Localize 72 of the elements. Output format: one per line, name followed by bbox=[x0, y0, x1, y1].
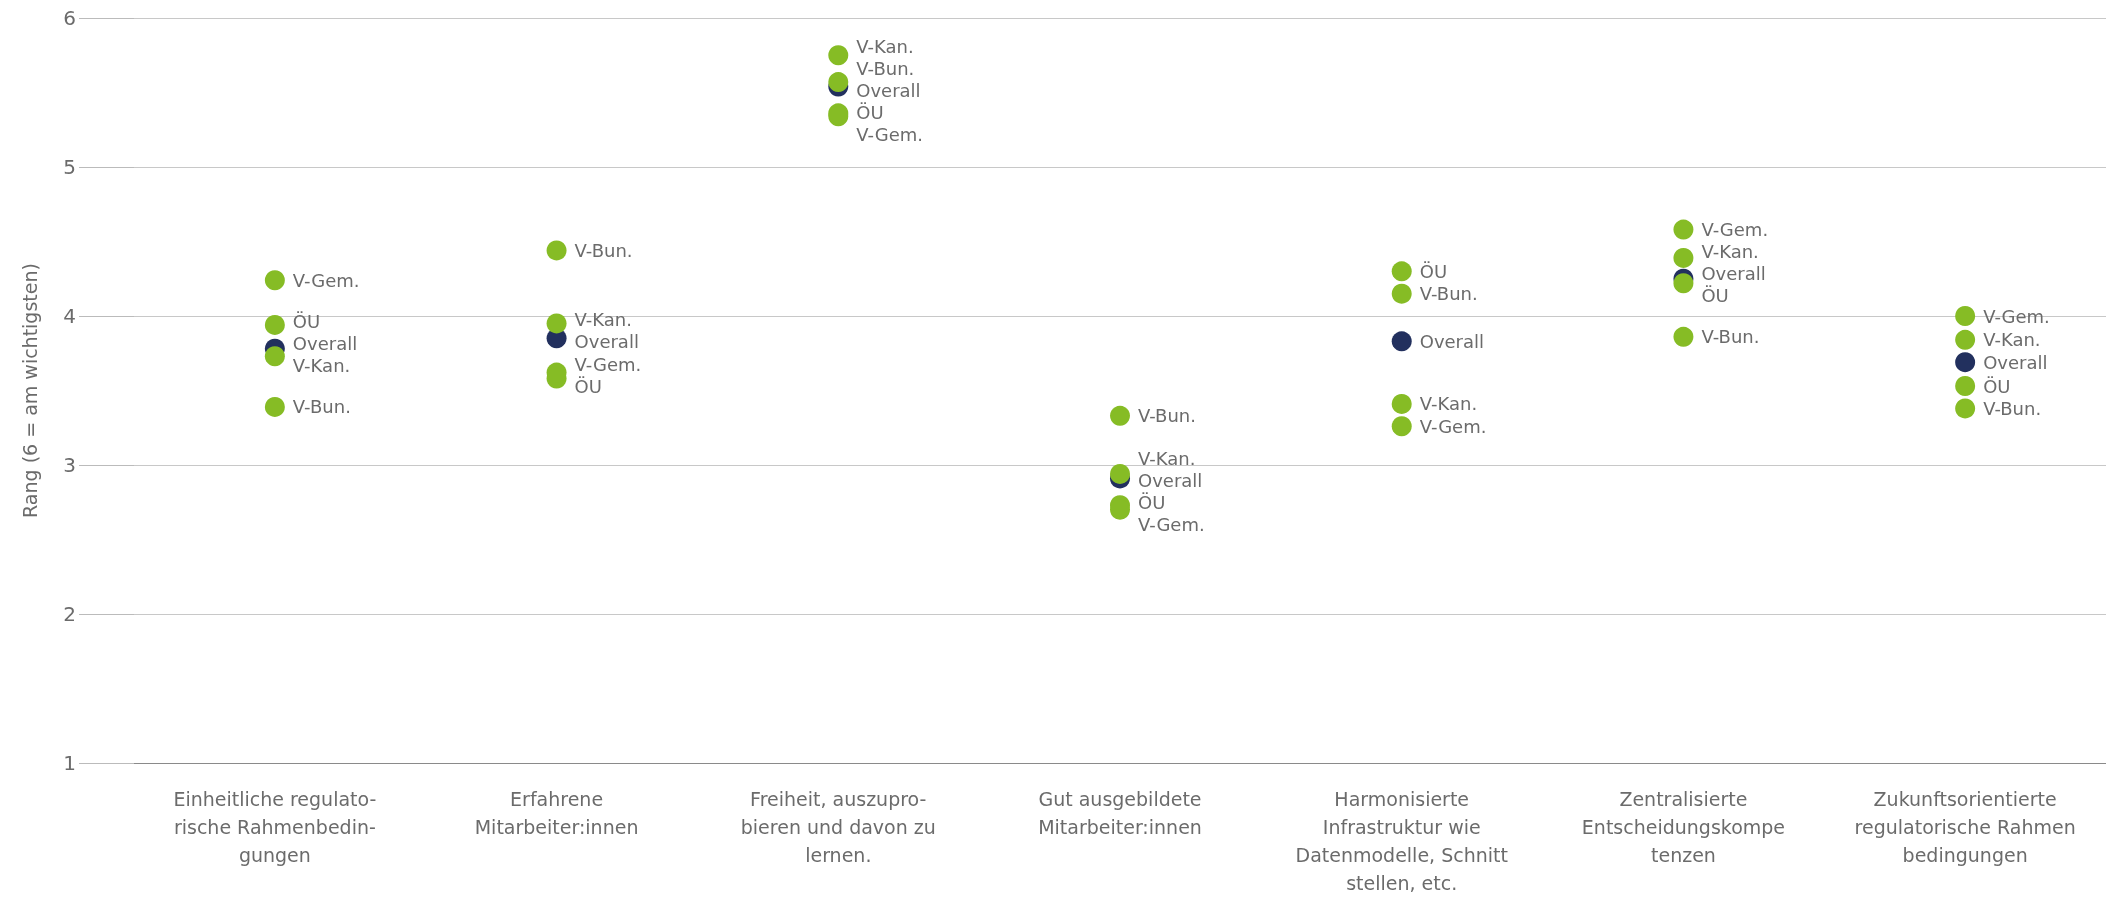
text: V-Gem. bbox=[1983, 305, 2050, 327]
x-tick-label: Einheitliche regulato- rische Rahmenbedin- gungen bbox=[173, 788, 377, 866]
point bbox=[264, 314, 285, 335]
text: ÖU bbox=[574, 376, 602, 398]
text: V-Gem. bbox=[1419, 415, 1487, 437]
text: V-Gem. bbox=[1701, 218, 1769, 240]
point bbox=[1391, 416, 1412, 437]
text: Overall bbox=[1138, 470, 1203, 492]
x-tick-label: Harmonisierte Infrastruktur wie Datenmodelle, Schnitt stellen, etc. bbox=[1295, 788, 1508, 894]
text: V-Bun. bbox=[1138, 405, 1196, 427]
text: Overall bbox=[1983, 351, 2048, 373]
series-label: V-Kan. bbox=[1419, 393, 1478, 415]
point bbox=[1110, 405, 1130, 426]
text: V-Bun. bbox=[574, 239, 633, 261]
x-tick-label: Erfahrene Mitarbeiter:innen bbox=[474, 788, 639, 838]
text: ÖU bbox=[1701, 284, 1729, 306]
point bbox=[1955, 306, 1976, 326]
text: V-Kan. bbox=[292, 354, 351, 376]
point bbox=[264, 396, 285, 417]
text: Overall bbox=[856, 80, 921, 102]
x-tick-label: Freiheit, auszupro- bieren und davon zu lernen. bbox=[740, 788, 936, 866]
point bbox=[546, 313, 567, 334]
point bbox=[1391, 283, 1412, 304]
text: V-Gem. bbox=[574, 354, 642, 376]
point bbox=[1110, 463, 1130, 484]
text: V-Kan. bbox=[1701, 240, 1759, 262]
point bbox=[828, 45, 849, 66]
text: V-Gem. bbox=[1138, 514, 1205, 536]
text: V-Bun. bbox=[1701, 326, 1760, 348]
point bbox=[264, 346, 285, 367]
x-tick-label: Gut ausgebildete Mitarbeiter:innen bbox=[1038, 788, 1202, 838]
y-tick-label: 2 bbox=[63, 602, 76, 626]
point bbox=[1673, 247, 1694, 268]
text: Overall bbox=[574, 331, 639, 353]
y-tick-label: 5 bbox=[63, 155, 76, 179]
series-label: ÖU bbox=[1419, 260, 1448, 282]
y-axis-title: Rang (6 = am wichtigsten) bbox=[18, 263, 41, 518]
point bbox=[1391, 261, 1412, 282]
x-tick-label: Zentralisierte Entscheidungskompe tenzen bbox=[1581, 788, 1786, 866]
point bbox=[1673, 326, 1694, 347]
text: V-Bun. bbox=[1419, 283, 1478, 305]
y-tick-label: 1 bbox=[63, 751, 76, 775]
series-label: V-Gem. bbox=[292, 269, 360, 291]
text: Overall bbox=[1701, 262, 1766, 284]
text: V-Bun. bbox=[856, 58, 915, 80]
text: V-Kan. bbox=[1983, 329, 2041, 351]
text: V-Gem. bbox=[856, 124, 923, 146]
point bbox=[1955, 329, 1976, 350]
point bbox=[1673, 219, 1694, 240]
y-tick-label: 4 bbox=[63, 304, 76, 328]
point bbox=[1955, 398, 1976, 419]
text: Overall bbox=[292, 332, 358, 354]
text: V-Kan. bbox=[856, 36, 914, 58]
point bbox=[546, 240, 567, 261]
text: ÖU bbox=[1138, 492, 1166, 514]
text: V-Kan. bbox=[574, 309, 632, 331]
y-tick-label: 3 bbox=[63, 453, 76, 477]
text: V-Bun. bbox=[1983, 397, 2042, 419]
series-label: Overall bbox=[1419, 330, 1485, 352]
point bbox=[1391, 331, 1412, 352]
x-tick-label: Zukunftsorientierte regulatorische Rahmen bedingungen bbox=[1854, 788, 2076, 866]
series-label: V-Bun. bbox=[292, 396, 351, 418]
point bbox=[1391, 393, 1412, 414]
text: ÖU bbox=[292, 310, 321, 332]
point bbox=[1673, 273, 1694, 294]
point bbox=[1955, 376, 1976, 397]
point bbox=[1955, 352, 1976, 373]
y-tick-label: 6 bbox=[63, 6, 76, 30]
text: V-Kan. bbox=[1138, 448, 1196, 470]
text: ÖU bbox=[1983, 375, 2011, 397]
text: ÖU bbox=[856, 102, 884, 124]
point bbox=[264, 270, 285, 291]
